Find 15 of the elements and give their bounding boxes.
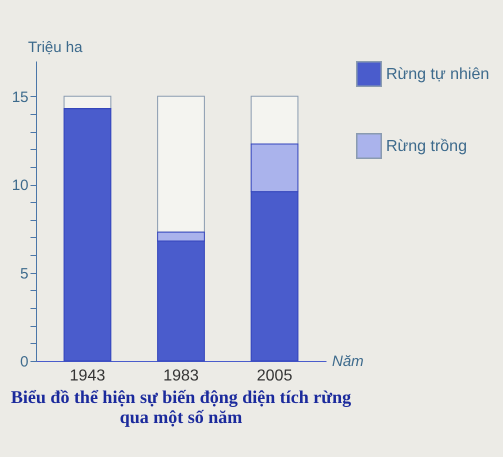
x-tick-label: 2005 <box>256 368 292 384</box>
x-tick-label: 1943 <box>70 368 106 384</box>
y-tick-label: 5 <box>20 265 28 282</box>
bar <box>157 96 205 233</box>
legend-label: Rừng trồng <box>386 138 467 155</box>
y-axis-title: Triệu ha <box>28 39 84 56</box>
text: Biểu đồ thể hiện sự biến động diện tích rừng qua một số năm <box>10 387 352 427</box>
x-axis-title: Năm <box>332 353 364 370</box>
legend-label: Rừng tự nhiên <box>386 66 490 83</box>
y-tick-label: 15 <box>12 88 28 106</box>
y-tick-label: 0 <box>20 354 28 370</box>
y-tick-label: 10 <box>12 177 28 194</box>
x-tick-label: 1983 <box>163 368 199 384</box>
bar <box>64 96 112 110</box>
bar <box>250 96 298 144</box>
